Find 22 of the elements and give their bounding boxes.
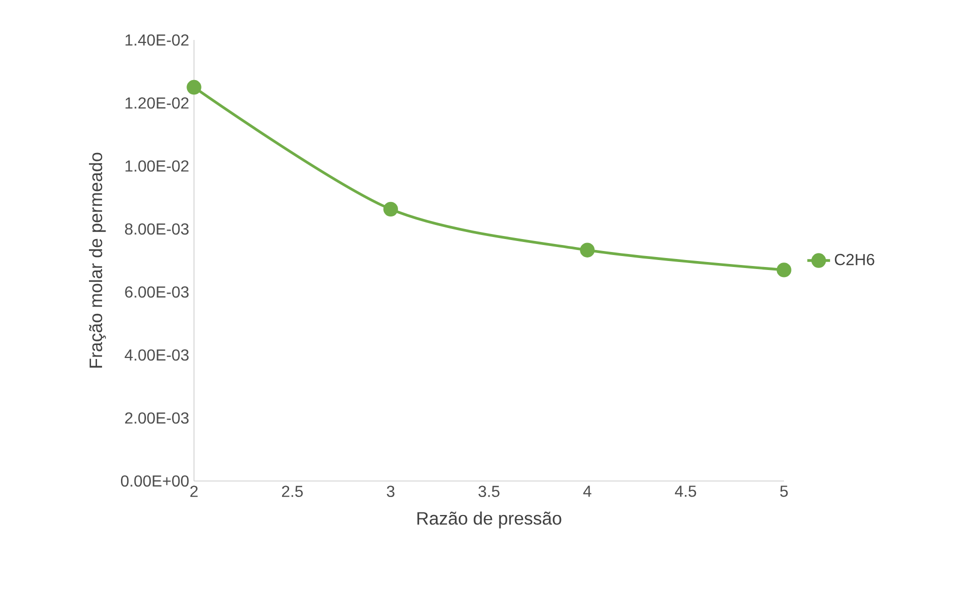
x-tick-label: 4: [583, 486, 592, 497]
x-tick-label: 4.5: [674, 486, 696, 497]
y-tick-label: 1.20E-02: [126, 97, 188, 109]
point: [383, 202, 398, 216]
y-tick-label: 6.00E-03: [125, 286, 189, 298]
x-tick-label: 3.5: [478, 486, 500, 498]
point: [580, 242, 595, 258]
x-tick-label: 2: [190, 486, 198, 497]
legend-label: C2H6: [834, 254, 874, 266]
y-axis-title: Fração molar de permeado: [88, 152, 106, 368]
y-tick-label: 1.00E-02: [126, 160, 188, 172]
x-tick-label: 2.5: [282, 486, 303, 498]
y-tick-label: 1.40E-02: [126, 34, 188, 46]
y-tick-label: 2.00E-03: [125, 412, 189, 424]
y-tick-label: 0.00E+00: [120, 475, 189, 487]
y-tick-label: 8.00E-03: [125, 223, 189, 235]
x-tick-label: 5: [780, 486, 788, 497]
x-axis-title: Razão de pressão: [417, 512, 562, 528]
point: [186, 80, 202, 95]
x-tick-label: 3: [386, 486, 394, 498]
point: [776, 262, 792, 278]
y-tick-label: 4.00E-03: [124, 349, 189, 361]
